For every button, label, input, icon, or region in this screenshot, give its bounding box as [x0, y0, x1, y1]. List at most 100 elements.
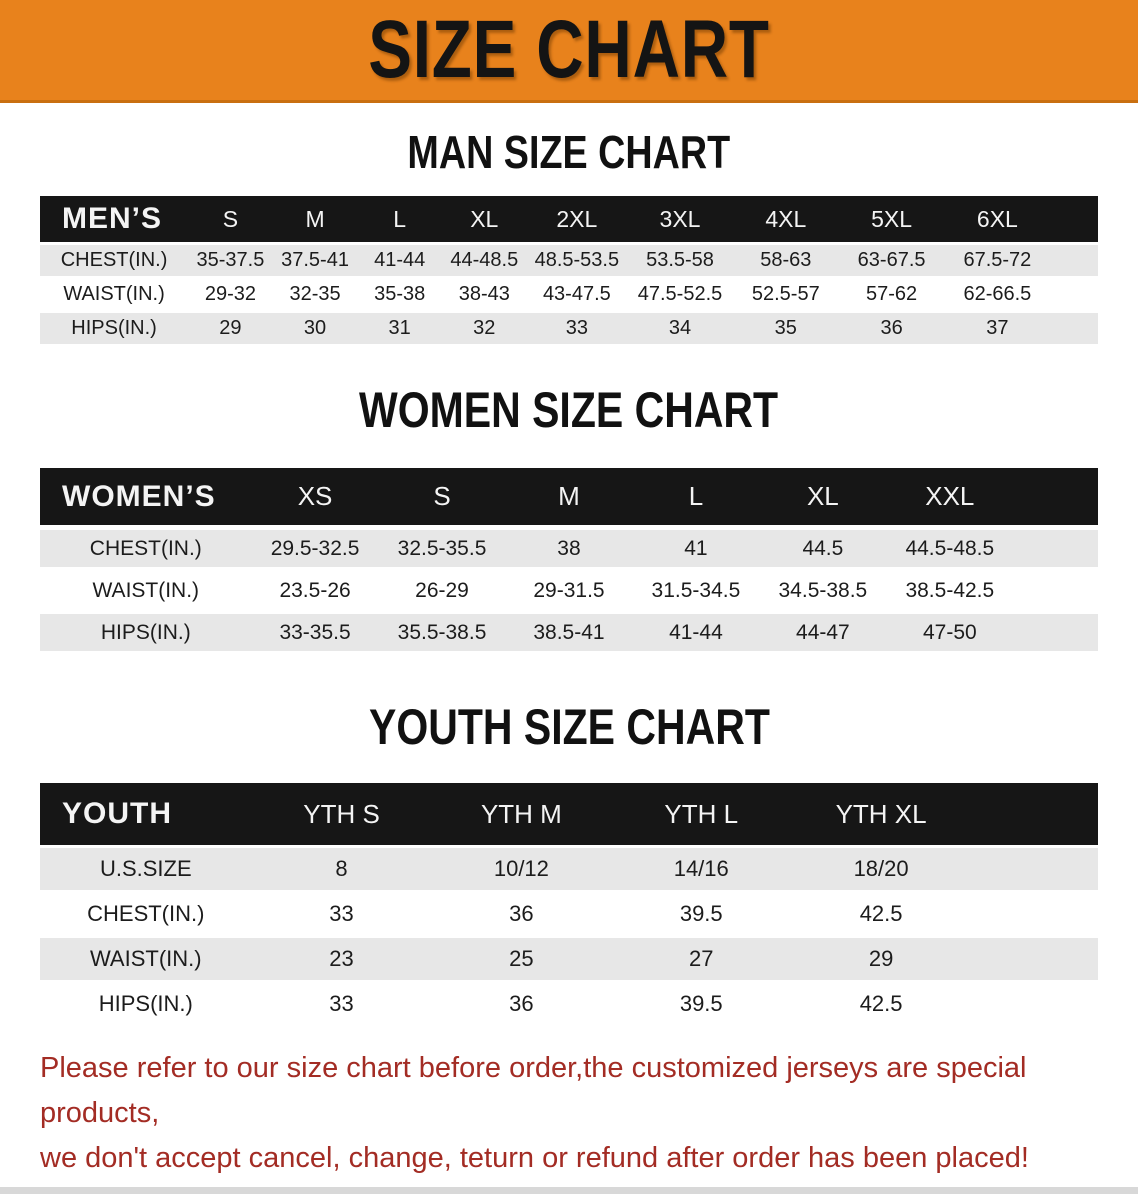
women-section-heading: WOMEN SIZE CHART	[0, 381, 1138, 439]
size-header-cell: 2XL	[526, 196, 628, 242]
size-value-cell: 62-66.5	[944, 279, 1051, 310]
size-value-cell: 57-62	[838, 279, 945, 310]
order-disclaimer: Please refer to our size chart before or…	[40, 1046, 1138, 1181]
size-value-cell: 52.5-57	[732, 279, 839, 310]
size-value-cell: 67.5-72	[944, 245, 1051, 276]
youth-ussize-row: U.S.SIZE 8 10/12 14/16 18/20	[40, 848, 1098, 890]
filler-cell	[971, 938, 1098, 980]
size-header-cell: XXL	[886, 468, 1014, 525]
size-value-cell: 36	[838, 313, 945, 344]
row-label: CHEST(IN.)	[40, 245, 189, 276]
filler-cell	[1013, 572, 1098, 609]
size-chart-banner: SIZE CHART	[0, 0, 1138, 103]
banner-title: SIZE CHART	[368, 4, 770, 95]
size-value-cell: 31	[357, 313, 442, 344]
size-value-cell: 44.5-48.5	[886, 530, 1014, 567]
filler-cell	[971, 893, 1098, 935]
size-value-cell: 32-35	[272, 279, 358, 310]
size-value-cell: 38.5-42.5	[886, 572, 1014, 609]
men-header-row: MEN’S S M L XL 2XL 3XL 4XL 5XL 6XL	[40, 196, 1098, 242]
size-value-cell: 41	[632, 530, 760, 567]
size-value-cell: 25	[431, 938, 612, 980]
size-value-cell: 38-43	[441, 279, 527, 310]
size-header-cell: YTH M	[431, 783, 612, 845]
size-value-cell: 29	[791, 938, 972, 980]
size-value-cell: 29	[188, 313, 273, 344]
men-table-title: MEN’S	[40, 196, 189, 242]
size-value-cell: 35-37.5	[188, 245, 273, 276]
filler-cell	[1050, 313, 1098, 344]
size-header-cell: 3XL	[627, 196, 733, 242]
size-value-cell: 29-32	[188, 279, 273, 310]
size-value-cell: 34	[627, 313, 733, 344]
size-value-cell: 14/16	[611, 848, 792, 890]
size-value-cell: 47.5-52.5	[627, 279, 733, 310]
filler-cell	[971, 848, 1098, 890]
row-label: WAIST(IN.)	[40, 938, 252, 980]
youth-waist-row: WAIST(IN.) 23 25 27 29	[40, 938, 1098, 980]
women-section-heading-text: WOMEN SIZE CHART	[359, 382, 779, 438]
size-header-cell: S	[188, 196, 273, 242]
size-value-cell: 41-44	[357, 245, 442, 276]
size-value-cell: 37.5-41	[272, 245, 358, 276]
header-filler-cell	[1013, 468, 1098, 525]
youth-size-table: YOUTH YTH S YTH M YTH L YTH XL U.S.SIZE …	[40, 780, 1098, 1028]
size-value-cell: 39.5	[611, 983, 792, 1025]
size-header-cell: YTH S	[251, 783, 432, 845]
size-value-cell: 8	[251, 848, 432, 890]
women-hips-row: HIPS(IN.) 33-35.5 35.5-38.5 38.5-41 41-4…	[40, 614, 1098, 651]
row-label: CHEST(IN.)	[40, 530, 252, 567]
size-value-cell: 36	[431, 893, 612, 935]
women-chest-row: CHEST(IN.) 29.5-32.5 32.5-35.5 38 41 44.…	[40, 530, 1098, 567]
size-value-cell: 18/20	[791, 848, 972, 890]
size-value-cell: 33	[251, 893, 432, 935]
size-value-cell: 32.5-35.5	[378, 530, 506, 567]
men-section-heading-text: MAN SIZE CHART	[407, 126, 731, 178]
size-value-cell: 31.5-34.5	[632, 572, 760, 609]
bottom-edge-strip	[0, 1186, 1138, 1194]
size-value-cell: 26-29	[378, 572, 506, 609]
size-value-cell: 39.5	[611, 893, 792, 935]
women-table-title: WOMEN’S	[40, 468, 252, 525]
size-value-cell: 43-47.5	[526, 279, 628, 310]
row-label: CHEST(IN.)	[40, 893, 252, 935]
size-value-cell: 33-35.5	[251, 614, 379, 651]
size-value-cell: 44-47	[759, 614, 887, 651]
size-value-cell: 29.5-32.5	[251, 530, 379, 567]
youth-section-heading: YOUTH SIZE CHART	[0, 698, 1138, 756]
size-header-cell: 6XL	[944, 196, 1051, 242]
size-value-cell: 23.5-26	[251, 572, 379, 609]
size-value-cell: 41-44	[632, 614, 760, 651]
row-label: WAIST(IN.)	[40, 279, 189, 310]
size-value-cell: 35	[732, 313, 839, 344]
size-header-cell: M	[505, 468, 633, 525]
size-value-cell: 48.5-53.5	[526, 245, 628, 276]
size-value-cell: 32	[441, 313, 527, 344]
size-value-cell: 44.5	[759, 530, 887, 567]
row-label: U.S.SIZE	[40, 848, 252, 890]
size-value-cell: 10/12	[431, 848, 612, 890]
size-value-cell: 30	[272, 313, 358, 344]
header-filler-cell	[971, 783, 1098, 845]
size-value-cell: 53.5-58	[627, 245, 733, 276]
size-header-cell: YTH L	[611, 783, 792, 845]
filler-cell	[1013, 614, 1098, 651]
size-value-cell: 42.5	[791, 983, 972, 1025]
size-value-cell: 29-31.5	[505, 572, 633, 609]
size-header-cell: XL	[441, 196, 527, 242]
size-value-cell: 44-48.5	[441, 245, 527, 276]
filler-cell	[971, 983, 1098, 1025]
size-value-cell: 33	[526, 313, 628, 344]
size-value-cell: 38.5-41	[505, 614, 633, 651]
men-chest-row: CHEST(IN.) 35-37.5 37.5-41 41-44 44-48.5…	[40, 245, 1098, 276]
size-value-cell: 38	[505, 530, 633, 567]
youth-header-row: YOUTH YTH S YTH M YTH L YTH XL	[40, 783, 1098, 845]
men-size-table: MEN’S S M L XL 2XL 3XL 4XL 5XL 6XL CHEST…	[40, 193, 1098, 347]
size-value-cell: 33	[251, 983, 432, 1025]
disclaimer-line-2: we don't accept cancel, change, teturn o…	[40, 1141, 1029, 1174]
size-header-cell: L	[357, 196, 442, 242]
women-waist-row: WAIST(IN.) 23.5-26 26-29 29-31.5 31.5-34…	[40, 572, 1098, 609]
size-header-cell: M	[272, 196, 358, 242]
men-hips-row: HIPS(IN.) 29 30 31 32 33 34 35 36 37	[40, 313, 1098, 344]
row-label: HIPS(IN.)	[40, 983, 252, 1025]
